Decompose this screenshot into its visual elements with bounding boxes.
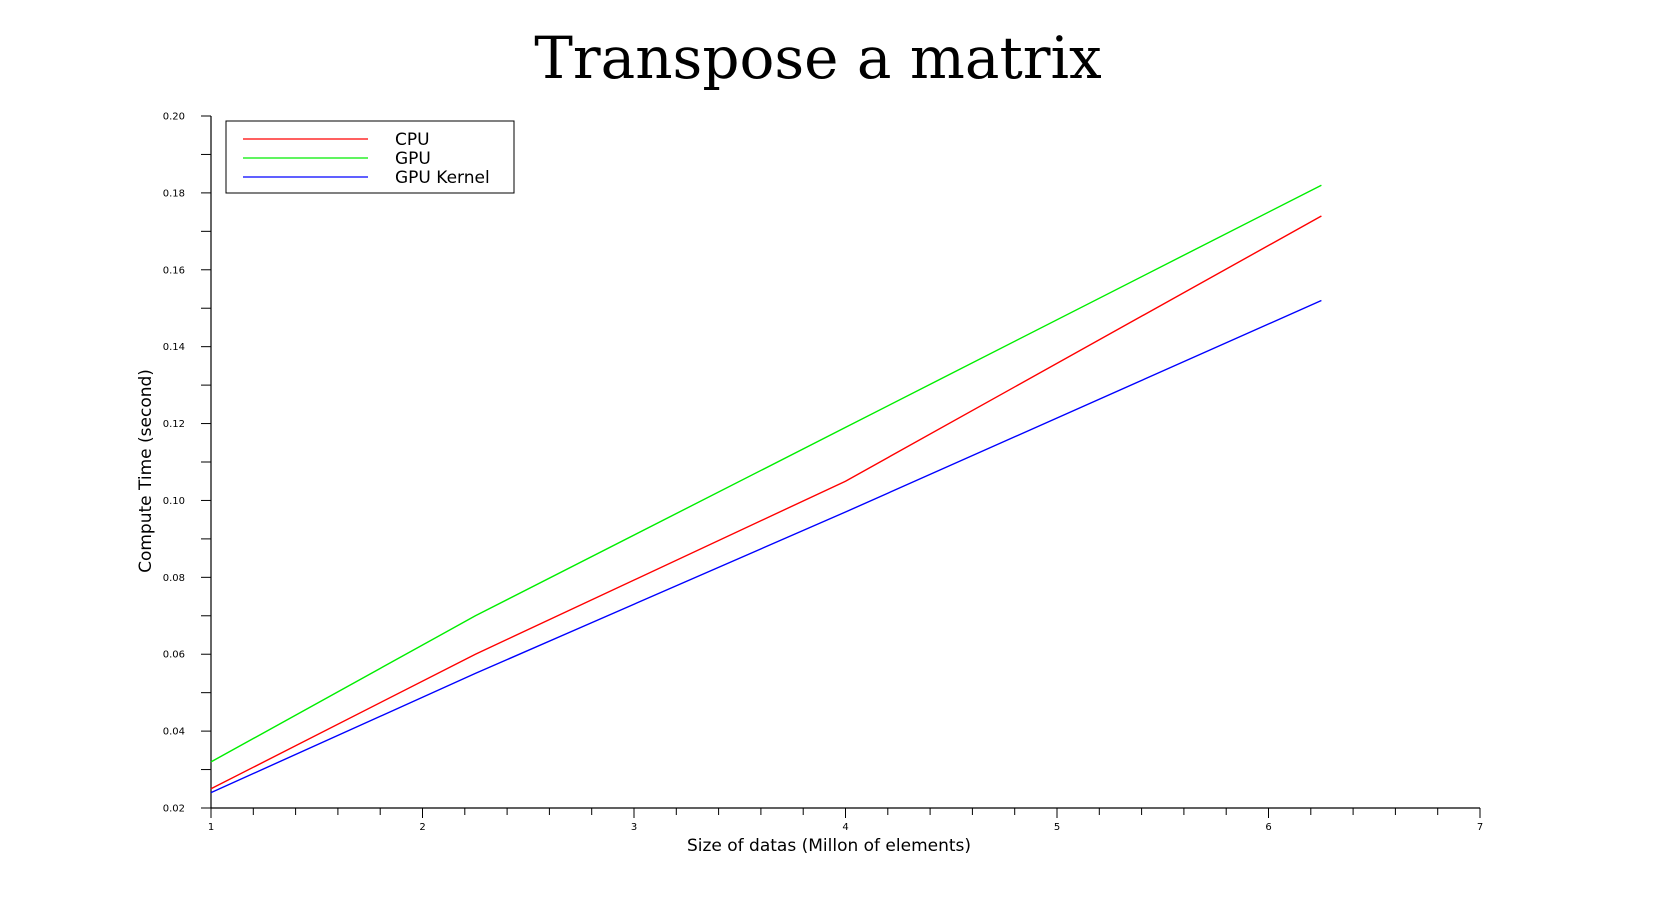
plot-lines (210, 184, 1322, 794)
y-tick-label: 0.02 (163, 804, 185, 815)
y-tick-label: 0.18 (163, 188, 185, 199)
y-tick-label: 0.04 (163, 727, 185, 738)
x-tick-label: 6 (1265, 822, 1271, 833)
y-tick-label: 0.14 (163, 342, 185, 353)
legend-label-cpu: CPU (395, 130, 430, 150)
y-tick-label: 0.20 (163, 112, 185, 123)
y-tick-label: 0.10 (163, 496, 185, 507)
x-tick-label: 1 (208, 822, 214, 833)
x-tick-label: 3 (631, 822, 637, 833)
x-tick-label: 4 (842, 822, 848, 833)
x-tick-label: 5 (1054, 822, 1060, 833)
x-tick-label: 7 (1477, 822, 1483, 833)
x-axis-label: Size of datas (Millon of elements) (687, 836, 971, 856)
legend-label-gpu-kernel: GPU Kernel (395, 168, 490, 188)
y-tick-label: 0.08 (163, 573, 185, 584)
legend-box (225, 120, 515, 194)
y-axis-label: Compute Time (second) (136, 369, 156, 573)
series-line-gpu-kernel (210, 299, 1322, 794)
axes: 0.02 0.04 0.06 0.08 0.10 0.12 0.14 0.16 0.18 0.20… (163, 112, 1483, 834)
legend-label-gpu: GPU (395, 149, 431, 169)
x-tick-label: 2 (419, 822, 425, 833)
series-line-gpu (210, 184, 1322, 763)
series-line-cpu (210, 215, 1322, 790)
y-tick-label: 0.12 (163, 419, 185, 430)
chart-title: Transpose a matrix (534, 24, 1102, 92)
y-tick-label: 0.16 (163, 265, 185, 276)
y-tick-label: 0.06 (163, 650, 185, 661)
